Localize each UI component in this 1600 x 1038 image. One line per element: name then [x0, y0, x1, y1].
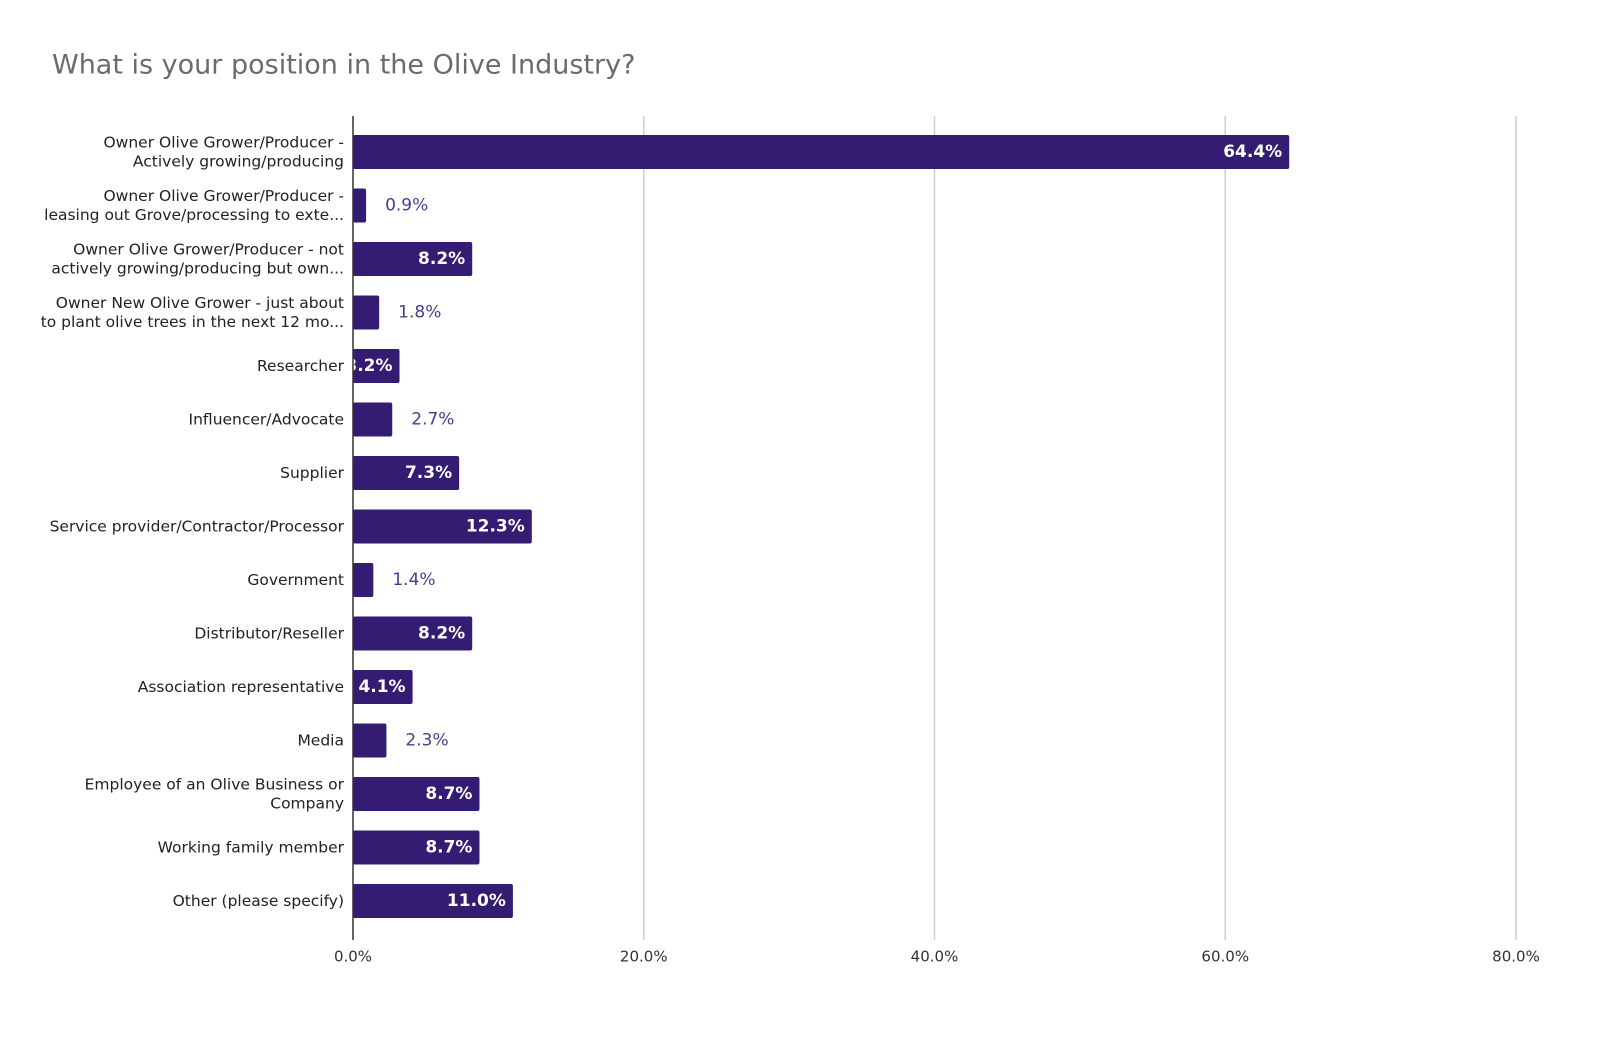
- bar: [353, 349, 400, 383]
- bar: [353, 616, 473, 651]
- bar: [353, 456, 460, 490]
- value-label: 3.2%: [345, 356, 392, 376]
- y-tick-label-line: Owner Olive Grower/Producer - not: [73, 240, 344, 258]
- bar: [353, 884, 513, 918]
- bar: [353, 777, 480, 811]
- y-tick-label: Owner Olive Grower/Producer -Actively gr…: [103, 133, 344, 170]
- y-tick-label: Distributor/Reseller: [194, 624, 344, 642]
- value-label: 2.7%: [411, 410, 454, 430]
- y-tick-label-line: Owner New Olive Grower - just about: [56, 294, 344, 312]
- y-tick-label-line: actively growing/producing but own...: [51, 259, 344, 277]
- y-tick-label-line: Working family member: [158, 838, 345, 856]
- y-tick-label: Supplier: [280, 464, 344, 482]
- x-tick-label: 20.0%: [620, 948, 668, 966]
- value-label: 2.3%: [405, 731, 448, 751]
- y-tick-label-line: Researcher: [257, 357, 345, 375]
- value-label: 1.4%: [392, 570, 435, 590]
- value-label: 8.2%: [418, 624, 465, 644]
- y-tick-label-line: Supplier: [280, 464, 344, 482]
- bar: [353, 295, 380, 330]
- value-label: 8.7%: [425, 838, 472, 858]
- y-tick-label: Owner Olive Grower/Producer - not activel…: [51, 240, 344, 277]
- bar: [353, 402, 393, 437]
- value-label: 11.0%: [447, 891, 506, 911]
- y-tick-label-line: Service provider/Contractor/Processor: [50, 517, 345, 535]
- bar: [353, 563, 374, 597]
- x-tick-label: 80.0%: [1492, 948, 1540, 966]
- value-label: 1.8%: [398, 303, 441, 323]
- y-tick-label: Government: [247, 571, 344, 589]
- y-tick-label-line: Government: [247, 571, 344, 589]
- value-label: 12.3%: [466, 517, 525, 537]
- bar: [353, 830, 480, 865]
- y-tick-label: Service provider/Contractor/Processor: [50, 517, 345, 535]
- bar: [353, 509, 532, 544]
- y-tick-label-line: Media: [297, 731, 344, 749]
- y-tick-label: Working family member: [158, 838, 345, 856]
- value-label: 64.4%: [1223, 142, 1282, 162]
- bar: [353, 242, 473, 276]
- y-tick-label: Employee of an Olive Business or Company: [85, 775, 345, 812]
- bar: [353, 188, 367, 223]
- y-tick-label-line: Other (please specify): [173, 892, 344, 910]
- chart-title: What is your position in the Olive Indus…: [52, 50, 635, 81]
- bar: [353, 670, 413, 704]
- value-label: 8.7%: [425, 784, 472, 804]
- y-tick-label-line: Actively growing/producing: [133, 152, 344, 170]
- value-label: 8.2%: [418, 249, 465, 269]
- x-tick-label: 40.0%: [911, 948, 959, 966]
- y-tick-label-line: Company: [270, 794, 344, 812]
- y-tick-label: Owner Olive Grower/Producer -leasing out…: [44, 187, 344, 224]
- y-tick-label: Media: [297, 731, 344, 749]
- value-label: 0.9%: [385, 196, 428, 216]
- value-label: 4.1%: [358, 677, 405, 697]
- y-tick-label: Researcher: [257, 357, 345, 375]
- y-tick-label-line: Owner Olive Grower/Producer -: [103, 187, 344, 205]
- y-tick-label: Other (please specify): [173, 892, 344, 910]
- y-tick-label-line: Influencer/Advocate: [189, 410, 344, 428]
- y-tick-label-line: Association representative: [138, 678, 344, 696]
- y-tick-label-line: to plant olive trees in the next 12 mo..…: [41, 313, 344, 331]
- x-tick-label: 0.0%: [334, 948, 372, 966]
- y-tick-label-line: Employee of an Olive Business or: [85, 775, 345, 793]
- y-tick-label: Influencer/Advocate: [189, 410, 344, 428]
- bar: [353, 723, 387, 758]
- y-tick-label-line: Owner Olive Grower/Producer -: [103, 133, 344, 151]
- x-tick-label: 60.0%: [1201, 948, 1249, 966]
- y-tick-label-line: leasing out Grove/processing to exte...: [44, 206, 344, 224]
- y-tick-label: Association representative: [138, 678, 344, 696]
- value-label: 7.3%: [405, 463, 452, 483]
- y-tick-label-line: Distributor/Reseller: [194, 624, 344, 642]
- y-tick-label: Owner New Olive Grower - just about to pl…: [41, 294, 344, 331]
- bar: [353, 135, 1290, 169]
